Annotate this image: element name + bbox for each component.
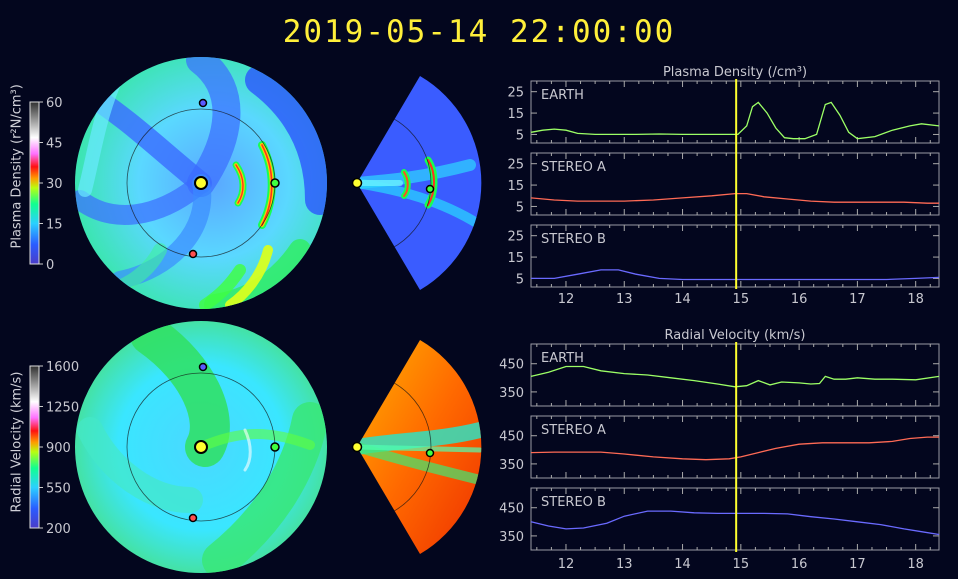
series-line xyxy=(530,510,940,536)
stereo-a-marker xyxy=(188,249,198,259)
x-tick-label: 14 xyxy=(674,292,691,307)
panel-frame xyxy=(530,415,940,479)
series-name-label: STEREO A xyxy=(541,160,606,175)
series-panel: 25 15 5 EARTH xyxy=(507,80,940,144)
velocity-colorbar-label: Radial Velocity (km/s) xyxy=(9,371,25,513)
y-tick-label: 5 xyxy=(516,200,524,215)
density-colorbar-tick: 45 xyxy=(46,137,63,152)
density-colorbar-tick: 30 xyxy=(46,177,63,192)
density-colorbar-tick: 60 xyxy=(46,96,63,111)
panel-frame xyxy=(530,343,940,407)
y-tick-label: 450 xyxy=(499,502,524,517)
chart-title: Plasma Density (/cm³) xyxy=(663,65,807,80)
y-tick-label: 5 xyxy=(516,128,524,143)
x-tick-label: 13 xyxy=(616,557,633,572)
y-tick-label: 450 xyxy=(499,430,524,445)
series-name-label: EARTH xyxy=(541,88,584,103)
y-tick-label: 450 xyxy=(499,358,524,373)
density-colorbar-label: Plasma Density (r²N/cm³) xyxy=(9,84,25,249)
chart-title: Radial Velocity (km/s) xyxy=(665,328,806,343)
series-line xyxy=(530,101,940,140)
velocity-colorbar-tick: 1250 xyxy=(46,401,79,416)
series-panel: 450 350 STEREO B xyxy=(499,487,940,551)
velocity-colorbar-tick: 550 xyxy=(46,482,71,497)
x-tick-label: 17 xyxy=(849,557,866,572)
velocity-colorbar xyxy=(29,365,40,529)
y-tick-label: 350 xyxy=(499,386,524,401)
y-tick-label: 350 xyxy=(499,530,524,545)
timeseries-chart: Plasma Density (/cm³) 25 15 5 EARTH 25 15 5 STER… xyxy=(507,65,940,307)
series-name-label: EARTH xyxy=(541,351,584,366)
density-colorbar xyxy=(29,101,40,265)
y-tick-label: 25 xyxy=(507,158,524,173)
y-tick-label: 15 xyxy=(507,107,524,122)
x-tick-label: 12 xyxy=(558,557,575,572)
velocity-colorbar-tick: 1600 xyxy=(46,360,79,375)
sun-marker xyxy=(194,176,208,190)
series-line xyxy=(530,192,939,204)
x-tick-label: 16 xyxy=(791,292,808,307)
series-panel: 25 15 5 STEREO B xyxy=(507,224,940,288)
density-colorbar-tick: 15 xyxy=(46,218,63,233)
series-line xyxy=(530,436,939,461)
x-tick-label: 18 xyxy=(907,557,924,572)
x-tick-label: 14 xyxy=(674,557,691,572)
x-tick-label: 15 xyxy=(733,292,750,307)
earth-marker xyxy=(270,178,280,188)
x-tick-label: 18 xyxy=(907,292,924,307)
series-line xyxy=(531,269,940,281)
velocity-colorbar-tick: 900 xyxy=(46,441,71,456)
x-tick-label: 17 xyxy=(849,292,866,307)
series-name-label: STEREO A xyxy=(541,423,606,438)
y-tick-label: 15 xyxy=(507,251,524,266)
panel-frame xyxy=(530,487,940,551)
panel-frame xyxy=(530,224,940,288)
stereo-b-marker xyxy=(198,98,208,108)
series-panel: 25 15 5 STEREO A xyxy=(507,152,940,216)
series-panel: 450 350 STEREO A xyxy=(499,415,940,479)
series-name-label: STEREO B xyxy=(541,232,606,247)
velocity-polar-map xyxy=(75,321,327,573)
x-tick-label: 16 xyxy=(791,557,808,572)
y-tick-label: 5 xyxy=(516,272,524,287)
density-wedge-map xyxy=(351,76,482,290)
x-tick-label: 13 xyxy=(616,292,633,307)
velocity-wedge-map xyxy=(351,340,482,554)
y-tick-label: 25 xyxy=(507,230,524,245)
timeseries-chart: Radial Velocity (km/s) 450 350 EARTH 450 350 S… xyxy=(499,328,940,572)
x-tick-label: 12 xyxy=(558,292,575,307)
series-panel: 450 350 EARTH xyxy=(499,343,940,407)
velocity-colorbar-tick: 200 xyxy=(46,522,71,537)
panel-frame xyxy=(530,152,940,216)
series-line xyxy=(530,365,940,388)
timestamp: 2019-05-14 22:00:00 xyxy=(282,14,676,50)
series-name-label: STEREO B xyxy=(541,495,606,510)
y-tick-label: 25 xyxy=(507,86,524,101)
y-tick-label: 15 xyxy=(507,179,524,194)
y-tick-label: 350 xyxy=(499,458,524,473)
density-polar-map xyxy=(75,57,327,309)
x-tick-label: 15 xyxy=(733,557,750,572)
density-colorbar-tick: 0 xyxy=(46,258,54,273)
panel-frame xyxy=(530,80,940,144)
